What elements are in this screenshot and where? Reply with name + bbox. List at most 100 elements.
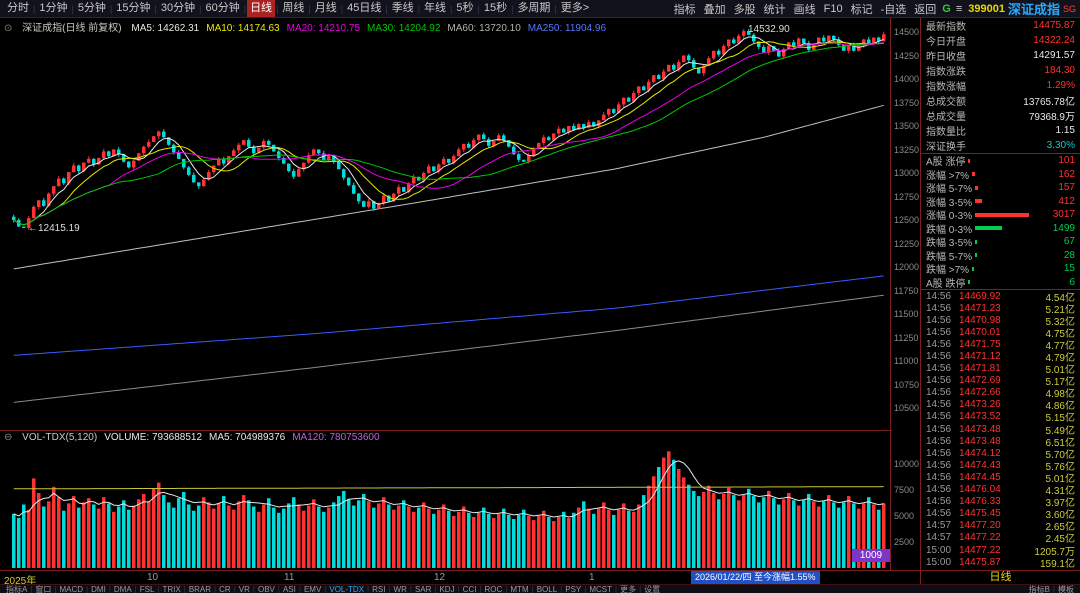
tool-多股[interactable]: 多股 bbox=[733, 3, 756, 16]
indicator-tab-VOL-TDX[interactable]: VOL-TDX bbox=[329, 584, 365, 593]
indicator-tab-设置[interactable]: 设置 bbox=[644, 584, 661, 593]
period-tab-5秒[interactable]: 5秒 bbox=[456, 2, 474, 14]
indicator-tab-指标A[interactable]: 指标A bbox=[6, 584, 28, 593]
period-tab-日线[interactable]: 日线 bbox=[247, 0, 276, 17]
separator: | bbox=[308, 3, 311, 14]
tool-返回[interactable]: 返回 bbox=[914, 3, 937, 16]
distribution-row[interactable]: A股 涨停 101 bbox=[921, 154, 1080, 168]
distribution-row[interactable]: 跌幅 >7% 15 bbox=[921, 262, 1080, 276]
volume-bar bbox=[92, 504, 96, 568]
period-tab-多周期[interactable]: 多周期 bbox=[517, 2, 551, 14]
indicator-tab-VR[interactable]: VR bbox=[238, 584, 250, 593]
date-axis: 2025年 2026/01/22/四 至今涨幅1.55% 10 11 12 1 bbox=[0, 570, 920, 587]
indicator-tab-MCST[interactable]: MCST bbox=[589, 584, 612, 593]
distribution-row[interactable]: 跌幅 5-7% 28 bbox=[921, 249, 1080, 263]
period-tab-月线[interactable]: 月线 bbox=[314, 2, 337, 14]
candle-body bbox=[482, 134, 486, 140]
volume-bar bbox=[372, 507, 376, 568]
tool-叠加[interactable]: 叠加 bbox=[703, 3, 726, 16]
candle-body bbox=[852, 45, 856, 51]
distribution-row[interactable]: 涨幅 3-5% 412 bbox=[921, 195, 1080, 209]
volume-bar bbox=[752, 496, 756, 568]
candle-body bbox=[237, 144, 241, 151]
indicator-tab-CR[interactable]: CR bbox=[219, 584, 231, 593]
indicator-tab-RSI[interactable]: RSI bbox=[372, 584, 386, 593]
volume-collapse-icon[interactable]: ⊖ bbox=[4, 432, 13, 443]
period-tab-分时[interactable]: 分时 bbox=[7, 2, 29, 14]
indicator-tab-DMI[interactable]: DMI bbox=[91, 584, 106, 593]
indicator-tab-CCI[interactable]: CCI bbox=[462, 584, 477, 593]
volume-bar bbox=[347, 499, 351, 569]
period-tab-季线[interactable]: 季线 bbox=[391, 2, 414, 14]
tool-画线[interactable]: 画线 bbox=[793, 3, 816, 16]
tool-指标[interactable]: 指标 bbox=[673, 3, 696, 16]
price-tick: 11750 bbox=[894, 286, 919, 296]
distribution-bar bbox=[972, 266, 975, 271]
period-tab-周线[interactable]: 周线 bbox=[282, 2, 305, 14]
tool-F10[interactable]: F10 bbox=[823, 2, 843, 15]
tick-time: 15:00 bbox=[926, 556, 952, 568]
tick-time: 14:56 bbox=[926, 459, 952, 471]
indicator-tab-TRIX[interactable]: TRIX bbox=[162, 584, 181, 593]
candle-body bbox=[642, 86, 646, 91]
period-tab-30分钟[interactable]: 30分钟 bbox=[160, 2, 196, 14]
indicator-tab-SAR[interactable]: SAR bbox=[414, 584, 432, 593]
indicator-tab-PSY[interactable]: PSY bbox=[565, 584, 582, 593]
distribution-row[interactable]: 跌幅 0-3% 1499 bbox=[921, 222, 1080, 236]
info-label: 总成交量 bbox=[926, 112, 966, 123]
indicator-tab-FSL[interactable]: FSL bbox=[139, 584, 155, 593]
indicator-tab-MACD[interactable]: MACD bbox=[59, 584, 84, 593]
volume-bar bbox=[362, 494, 366, 568]
volume-bar bbox=[367, 501, 371, 568]
period-tab-更多>[interactable]: 更多> bbox=[560, 2, 590, 14]
period-tab-年线[interactable]: 年线 bbox=[424, 2, 447, 14]
distribution-row[interactable]: 跌幅 3-5% 67 bbox=[921, 235, 1080, 249]
volume-bar bbox=[442, 504, 446, 568]
indicator-tab-OBV[interactable]: OBV bbox=[257, 584, 275, 593]
indicator-tab-MTM[interactable]: MTM bbox=[510, 584, 529, 593]
distribution-row[interactable]: 涨幅 0-3% 3017 bbox=[921, 208, 1080, 222]
period-tab-15秒[interactable]: 15秒 bbox=[483, 2, 508, 14]
candle-body bbox=[697, 67, 701, 74]
period-indicator[interactable]: 日线 bbox=[921, 570, 1080, 584]
period-tab-60分钟[interactable]: 60分钟 bbox=[205, 2, 240, 14]
tick-price: 14470.01 bbox=[959, 326, 1001, 338]
indicator-tab-DMA[interactable]: DMA bbox=[113, 584, 132, 593]
chart-collapse-icon[interactable]: ⊙ bbox=[4, 23, 13, 34]
tool--自选[interactable]: -自选 bbox=[880, 3, 907, 16]
g-button[interactable]: G bbox=[942, 2, 951, 15]
indicator-tab-WR[interactable]: WR bbox=[393, 584, 407, 593]
distribution-row[interactable]: 涨幅 >7% 162 bbox=[921, 168, 1080, 182]
indicator-tab-ASI[interactable]: ASI bbox=[282, 584, 296, 593]
period-tab-5分钟[interactable]: 5分钟 bbox=[77, 2, 106, 14]
candle-body bbox=[477, 134, 481, 141]
indicator-tab-窗口[interactable]: 窗口 bbox=[35, 584, 52, 593]
candle-body bbox=[827, 35, 831, 42]
indicator-tab-BRAR[interactable]: BRAR bbox=[188, 584, 212, 593]
volume-bar bbox=[447, 510, 451, 568]
candle-body bbox=[832, 35, 836, 40]
candlestick-chart[interactable]: ←12415.19 14532.90 bbox=[0, 18, 892, 570]
indicator-tab-BOLL[interactable]: BOLL bbox=[536, 584, 558, 593]
indicator-tab-更多[interactable]: 更多 bbox=[620, 584, 637, 593]
volume-bar bbox=[307, 505, 311, 568]
tool-统计[interactable]: 统计 bbox=[763, 3, 786, 16]
indicator-tab-ROC[interactable]: ROC bbox=[484, 584, 503, 593]
indicator-tab-KDJ[interactable]: KDJ bbox=[439, 584, 455, 593]
distribution-label: 涨幅 >7% bbox=[926, 170, 970, 182]
tool-标记[interactable]: 标记 bbox=[850, 3, 873, 16]
candle-body bbox=[47, 193, 51, 206]
distribution-row[interactable]: 涨幅 5-7% 157 bbox=[921, 181, 1080, 195]
indicator-tab-EMV[interactable]: EMV bbox=[303, 584, 322, 593]
indicator-tab-指标B[interactable]: 指标B bbox=[1028, 584, 1050, 593]
indicator-tab-模板[interactable]: 模板 bbox=[1058, 584, 1074, 593]
volume-bar bbox=[547, 517, 551, 568]
candle-body bbox=[422, 173, 426, 181]
period-tab-1分钟[interactable]: 1分钟 bbox=[39, 2, 68, 14]
volume-bar bbox=[542, 510, 546, 568]
period-tab-15分钟[interactable]: 15分钟 bbox=[116, 2, 151, 14]
period-tab-45日线[interactable]: 45日线 bbox=[347, 2, 382, 14]
menu-icon[interactable]: ≡ bbox=[955, 2, 963, 15]
distribution-row[interactable]: A股 跌停 6 bbox=[921, 276, 1080, 290]
tick-price: 14471.81 bbox=[959, 363, 1001, 375]
